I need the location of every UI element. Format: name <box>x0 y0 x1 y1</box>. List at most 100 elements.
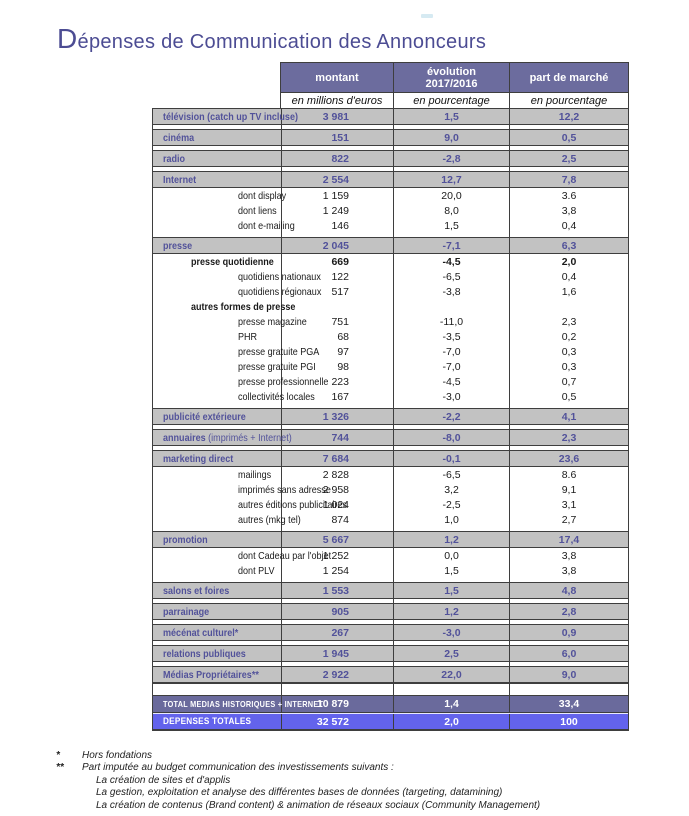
market-share-cell: 3,8 <box>509 548 628 563</box>
montant-cell: 1 159 <box>281 188 393 203</box>
montant-value: 1 553 <box>322 584 349 597</box>
evolution-value: 1,0 <box>444 513 459 526</box>
evolution-cell: -3,5 <box>393 329 509 344</box>
table-row: radio 822 -2,8 2,5 <box>153 150 628 167</box>
evolution-value: -3,5 <box>442 330 461 343</box>
footnotes: * Hors fondations ** Part imputée au budget… <box>56 750 666 812</box>
part-value: 33,4 <box>558 698 580 710</box>
evolution-cell: 1,4 <box>393 696 509 712</box>
evolution-cell <box>393 599 509 603</box>
evolution-cell: 22,0 <box>393 667 509 682</box>
row-label-text: autres éditions publicitaires <box>238 498 347 511</box>
row-label-text: publicité extérieure <box>163 410 246 423</box>
row-label: publicité extérieure <box>163 411 246 423</box>
row-label-cell: quotidiens régionaux <box>153 284 321 299</box>
market-share-cell: 17,4 <box>509 532 628 547</box>
part-value: 6,3 <box>561 239 577 252</box>
footnote-text: Hors fondations <box>82 750 153 761</box>
unit-market-share: en pourcentage <box>509 92 628 109</box>
market-share-cell <box>509 425 628 429</box>
evolution-cell: -2,2 <box>393 409 509 424</box>
evolution-cell: -0,1 <box>393 451 509 466</box>
montant-value: 267 <box>331 626 349 639</box>
row-label-cell: autres éditions publicitaires <box>153 497 347 512</box>
table-row: Médias Propriétaires** 2 922 22,0 9,0 <box>153 666 628 683</box>
part-value: 0,5 <box>561 390 577 403</box>
table-row: mécénat culturel* 267 -3,0 0,9 <box>153 624 628 641</box>
montant-cell: 2 828 <box>281 467 393 482</box>
row-label-cell: presse magazine <box>153 314 307 329</box>
unit-montant: en millions d'euros <box>281 92 393 109</box>
row-label-cell: collectivités locales <box>153 389 315 404</box>
montant-cell <box>281 446 393 450</box>
row-label-text: annuaires <box>163 431 206 444</box>
montant-value: 1 024 <box>322 498 349 511</box>
row-label-cell <box>153 527 281 531</box>
row-label-text: relations publiques <box>163 647 246 660</box>
table-row: salons et foires 1 553 1,5 4,8 <box>153 582 628 599</box>
evolution-value: 1,2 <box>444 533 459 546</box>
part-value: 3,8 <box>561 564 577 577</box>
row-label: marketing direct <box>163 453 233 465</box>
market-share-cell <box>509 233 628 237</box>
montant-cell: 98 <box>281 359 393 374</box>
row-label-cell: salons et foires <box>153 583 281 598</box>
row-label: dont liens <box>238 205 277 217</box>
row-label: presse magazine <box>238 316 307 328</box>
montant-value: 7 684 <box>322 452 349 465</box>
footnote-line: La gestion, exploitation et analyse des … <box>56 787 666 799</box>
market-share-cell: 12,2 <box>509 109 628 124</box>
row-label-cell: promotion <box>153 532 281 547</box>
row-label-cell: presse gratuite PGA <box>153 344 319 359</box>
row-label-cell: dont PLV <box>153 563 281 578</box>
montant-cell <box>281 146 393 150</box>
row-label-cell <box>153 404 281 408</box>
row-label-cell: mécénat culturel* <box>153 625 281 640</box>
part-value: 2,5 <box>561 152 577 165</box>
row-label-cell <box>153 641 281 645</box>
market-share-cell: 3,8 <box>509 563 628 578</box>
market-share-cell <box>509 599 628 603</box>
row-label-text: autres (mkg tel) <box>238 513 301 526</box>
row-label-text: presse magazine <box>238 315 307 328</box>
evolution-cell <box>393 233 509 237</box>
market-share-cell: 9,1 <box>509 482 628 497</box>
market-share-cell: 8.6 <box>509 467 628 482</box>
montant-value: 2 045 <box>322 239 349 252</box>
header-unit-row: en millions d'euros en pourcentage en po… <box>281 92 628 109</box>
evolution-cell <box>393 125 509 129</box>
market-share-cell: 4,8 <box>509 583 628 598</box>
row-label-cell: presse <box>153 238 281 253</box>
row-label-text: promotion <box>163 533 208 546</box>
title-text: épenses de Communication des Annonceurs <box>77 31 487 53</box>
montant-cell: 151 <box>281 130 393 145</box>
evolution-value: 0,0 <box>444 549 459 562</box>
header-evolution-label: évolution <box>427 65 476 78</box>
part-value: 2,3 <box>561 315 577 328</box>
market-share-cell <box>509 684 628 695</box>
footnote-line: La création de contenus (Brand content) … <box>56 800 666 812</box>
montant-cell: 2 554 <box>281 172 393 187</box>
montant-value: 98 <box>337 360 349 373</box>
row-label: autres éditions publicitaires <box>238 499 347 511</box>
evolution-value: 12,7 <box>441 173 462 186</box>
row-label: autres (mkg tel) <box>238 514 301 526</box>
spacer-row <box>153 662 628 666</box>
footnote-line: ** Part imputée au budget communication d… <box>56 762 666 774</box>
montant-cell <box>281 684 393 695</box>
footnote-marker: ** <box>56 762 64 774</box>
spacer-row <box>153 233 628 237</box>
evolution-value: 1,5 <box>444 564 459 577</box>
montant-cell: 97 <box>281 344 393 359</box>
market-share-cell <box>509 620 628 624</box>
row-label-cell <box>153 233 281 237</box>
table-row: imprimés sans adresse 2 958 3,2 9,1 <box>153 482 628 497</box>
evolution-value: 1,2 <box>444 605 459 618</box>
row-label-cell: dont liens <box>153 203 281 218</box>
market-share-cell: 6,3 <box>509 238 628 253</box>
market-share-cell: 0,9 <box>509 625 628 640</box>
montant-cell: 874 <box>281 512 393 527</box>
row-label-cell: relations publiques <box>153 646 281 661</box>
market-share-cell: 3,8 <box>509 203 628 218</box>
page-title: Dépenses de Communication des Annonceurs <box>57 22 486 56</box>
